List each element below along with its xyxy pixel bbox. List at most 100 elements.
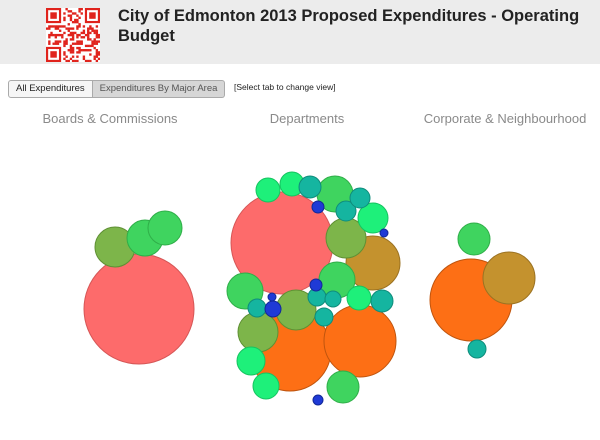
qr-module: [78, 49, 81, 52]
qr-module: [76, 55, 79, 58]
qr-module: [82, 36, 86, 39]
qr-module: [97, 57, 100, 61]
expenditure-bubble[interactable]: [357, 202, 389, 234]
expenditure-bubble[interactable]: [467, 339, 487, 359]
expenditure-bubble[interactable]: [252, 372, 280, 400]
qr-module: [74, 31, 77, 35]
area-label-corporate-neighbourhood: Corporate & Neighbourhood: [423, 111, 587, 126]
qr-module: [48, 25, 51, 28]
qr-module: [89, 44, 92, 48]
tab-expenditures-by-major-area[interactable]: Expenditures By Major Area: [92, 80, 226, 98]
expenditure-bubble[interactable]: [370, 289, 394, 313]
qr-module: [63, 18, 66, 22]
qr-module: [97, 53, 100, 56]
expenditure-bubble[interactable]: [349, 187, 371, 209]
tab-all-expenditures[interactable]: All Expenditures: [8, 80, 93, 98]
qr-module: [82, 55, 86, 58]
qr-module: [80, 49, 83, 52]
expenditure-bubble[interactable]: [264, 300, 282, 318]
qr-module: [95, 36, 99, 39]
qr-module: [67, 29, 70, 32]
qr-module: [78, 16, 81, 19]
expenditure-bubble[interactable]: [309, 278, 323, 292]
qr-module: [76, 36, 79, 39]
qr-module: [71, 31, 75, 35]
header-bar: City of Edmonton 2013 Proposed Expenditu…: [0, 0, 600, 64]
expenditure-bubble[interactable]: [482, 251, 536, 305]
expenditure-bubble[interactable]: [237, 311, 279, 353]
qr-module: [48, 40, 51, 43]
qr-module: [95, 59, 99, 62]
expenditure-bubble[interactable]: [147, 210, 183, 246]
qr-module: [50, 33, 53, 37]
qr-module: [89, 31, 92, 35]
qr-module: [71, 27, 75, 30]
qr-module: [97, 33, 100, 37]
qr-module: [78, 33, 81, 37]
expenditure-bubble[interactable]: [298, 175, 322, 199]
qr-module: [80, 40, 83, 43]
expenditure-bubble[interactable]: [236, 346, 266, 376]
expenditure-bubble[interactable]: [346, 285, 372, 311]
view-tabs: All Expenditures Expenditures By Major A…: [8, 80, 226, 98]
qr-module: [87, 31, 90, 35]
expenditure-bubble[interactable]: [457, 222, 491, 256]
qr-module: [54, 25, 57, 28]
qr-module: [54, 33, 57, 37]
expenditure-bubble[interactable]: [314, 307, 334, 327]
qr-module: [56, 25, 60, 28]
qr-module: [84, 33, 88, 37]
qr-module: [48, 33, 51, 37]
expenditure-bubble[interactable]: [312, 394, 324, 406]
qr-module: [76, 27, 79, 30]
qr-module: [91, 40, 94, 43]
qr-module: [58, 25, 62, 28]
expenditure-bubble[interactable]: [255, 177, 281, 203]
qr-module: [46, 27, 49, 30]
expenditure-bubble[interactable]: [311, 200, 325, 214]
qr-module: [95, 31, 99, 35]
qr-module: [89, 38, 92, 41]
qr-module: [54, 27, 57, 30]
qr-module: [93, 31, 96, 35]
expenditure-bubble[interactable]: [379, 228, 389, 238]
expenditure-bubble[interactable]: [83, 253, 195, 365]
qr-module: [84, 59, 88, 62]
qr-module: [63, 42, 66, 45]
qr-module: [52, 33, 55, 37]
qr-module: [69, 44, 73, 48]
qr-module: [63, 53, 66, 56]
qr-module: [54, 36, 57, 39]
qr-module: [82, 29, 86, 32]
expenditure-bubble[interactable]: [267, 292, 277, 302]
qr-module: [87, 29, 90, 32]
qr-module: [74, 42, 77, 45]
expenditure-bubble[interactable]: [324, 290, 342, 308]
qr-module: [69, 57, 73, 61]
qr-module: [65, 38, 68, 41]
qr-module: [74, 20, 77, 24]
qr-module: [78, 25, 81, 28]
qr-module: [71, 59, 75, 62]
qr-module: [93, 29, 96, 32]
qr-module: [65, 59, 68, 62]
qr-module: [97, 40, 100, 43]
expenditure-bubble[interactable]: [247, 298, 267, 318]
qr-module: [69, 51, 73, 54]
qr-module: [76, 46, 79, 50]
qr-module: [84, 49, 88, 52]
expenditure-bubble[interactable]: [326, 370, 360, 404]
qr-module: [48, 27, 51, 30]
qr-module: [71, 51, 75, 54]
qr-module: [74, 18, 77, 22]
expenditure-bubble[interactable]: [335, 200, 357, 222]
qr-module: [63, 44, 66, 48]
qr-module: [63, 16, 66, 19]
expenditure-bubble[interactable]: [323, 304, 397, 378]
qr-module: [71, 46, 75, 50]
qr-module: [56, 40, 60, 43]
qr-module: [76, 20, 79, 24]
qr-module: [95, 55, 99, 58]
qr-module: [89, 53, 92, 56]
qr-module: [50, 31, 53, 35]
